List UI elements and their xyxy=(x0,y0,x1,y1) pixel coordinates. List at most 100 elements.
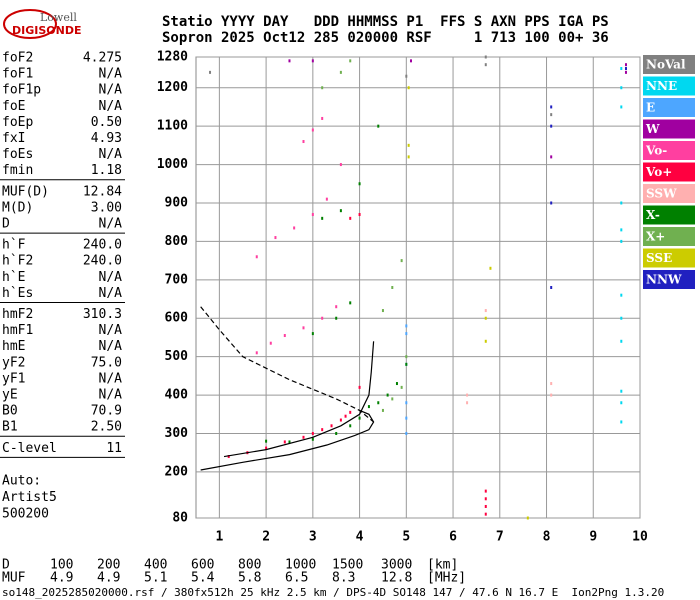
x-tick-label: 3 xyxy=(309,530,317,545)
echo-point xyxy=(620,105,623,109)
logo-swoosh xyxy=(3,9,57,39)
param-name: D xyxy=(2,217,10,232)
param-value: 4.275 xyxy=(83,51,122,66)
legend-swatch xyxy=(643,55,695,74)
legend-swatch xyxy=(643,184,695,203)
echo-point xyxy=(283,440,286,444)
param-value: 3.00 xyxy=(91,200,122,215)
param-name: C-level xyxy=(2,441,57,456)
echo-point xyxy=(255,255,258,259)
echo-point xyxy=(209,70,212,74)
echo-point xyxy=(620,67,623,71)
echo-point xyxy=(407,86,410,90)
logo-bottom: DIGISONDE xyxy=(12,24,81,37)
y-tick-label: 700 xyxy=(165,272,189,287)
legend-swatch xyxy=(643,205,695,225)
y-tick-label: 1100 xyxy=(157,119,188,134)
echo-point xyxy=(311,213,314,217)
y-tick-label: 1200 xyxy=(157,80,188,95)
y-tick-label: 800 xyxy=(165,234,189,249)
distance-cell: 400 xyxy=(144,558,167,573)
echo-point xyxy=(335,316,338,320)
legend-swatch xyxy=(643,248,695,268)
echo-point xyxy=(526,516,529,520)
echo-point xyxy=(620,401,623,405)
profile-curve xyxy=(200,409,375,471)
legend-swatch xyxy=(643,76,695,96)
y-tick-label: 600 xyxy=(165,311,189,326)
param-name: yF1 xyxy=(2,371,25,386)
echo-point xyxy=(321,216,324,220)
echo-point xyxy=(283,334,286,338)
echo-point xyxy=(269,341,272,345)
param-name: foF1p xyxy=(2,83,41,98)
x-tick-label: 9 xyxy=(589,530,597,545)
param-name: foEs xyxy=(2,147,33,162)
echo-point xyxy=(311,437,314,441)
param-name: yF2 xyxy=(2,355,25,370)
echo-point xyxy=(386,393,389,397)
param-value: N/A xyxy=(99,388,123,403)
echo-point xyxy=(391,397,394,401)
param-name: foEp xyxy=(2,115,33,130)
echo-point xyxy=(255,351,258,355)
param-name: foE xyxy=(2,99,25,114)
echo-point xyxy=(302,140,305,144)
param-name: B1 xyxy=(2,420,18,435)
echo-point xyxy=(344,414,347,418)
distance-cell: 6.5 xyxy=(285,571,308,586)
echo-point xyxy=(349,216,352,220)
distance-cell: 4.9 xyxy=(97,571,120,586)
param-name: MUF(D) xyxy=(2,184,49,199)
legend-swatch xyxy=(643,98,695,117)
distance-cell: 200 xyxy=(97,558,120,573)
echo-point xyxy=(325,197,328,201)
param-name: fxI xyxy=(2,131,25,146)
echo-point xyxy=(311,332,314,336)
echo-point xyxy=(311,128,314,132)
legend-label: NNW xyxy=(646,273,682,287)
param-value: 0.50 xyxy=(91,115,122,130)
x-tick-label: 4 xyxy=(356,530,364,545)
echo-point xyxy=(484,339,487,343)
legend-label: X- xyxy=(646,208,660,222)
echo-point xyxy=(321,116,324,120)
echo-point xyxy=(550,201,553,205)
param-name: hmF2 xyxy=(2,307,33,322)
echo-point xyxy=(484,316,487,320)
echo-point xyxy=(349,424,352,428)
param-value: 11 xyxy=(106,441,122,456)
echo-point xyxy=(349,59,352,63)
echo-point xyxy=(550,286,553,289)
param-value: 12.84 xyxy=(83,184,122,199)
y-tick-label: 900 xyxy=(165,195,189,210)
echo-point xyxy=(321,428,324,432)
echo-point xyxy=(349,410,352,414)
echo-point xyxy=(624,67,627,71)
echo-point xyxy=(358,416,361,420)
echo-point xyxy=(349,301,352,305)
echo-point xyxy=(381,309,384,313)
echo-point xyxy=(620,293,623,297)
distance-cell: 3000 xyxy=(381,558,412,573)
echo-point xyxy=(484,489,487,493)
auto-text: Artist5 xyxy=(2,490,57,505)
legend-swatch xyxy=(643,227,695,246)
echo-point xyxy=(321,86,324,90)
echo-point xyxy=(409,59,412,63)
distance-cell: 5.1 xyxy=(144,571,167,586)
distance-cell: 8.3 xyxy=(332,571,355,586)
echo-point xyxy=(484,497,487,501)
logo-top: Lowell xyxy=(40,11,77,24)
param-value: N/A xyxy=(99,67,123,82)
echo-point xyxy=(227,455,230,459)
param-value: 75.0 xyxy=(91,355,122,370)
echo-point xyxy=(293,226,296,230)
legend-label: Vo- xyxy=(645,144,667,158)
legend-swatch xyxy=(643,270,695,289)
distance-cell: 800 xyxy=(238,558,261,573)
param-name: h`E xyxy=(2,270,25,285)
echo-point xyxy=(395,382,398,386)
echo-point xyxy=(550,105,553,109)
